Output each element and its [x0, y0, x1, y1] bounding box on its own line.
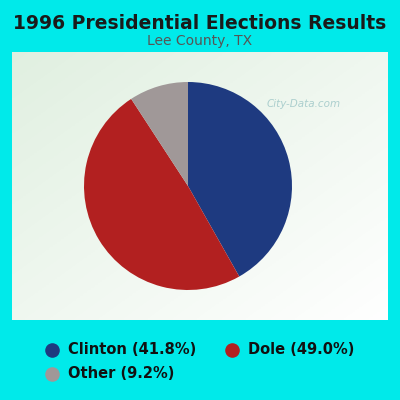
Wedge shape — [188, 82, 292, 276]
Text: Lee County, TX: Lee County, TX — [148, 34, 252, 48]
Text: City-Data.com: City-Data.com — [267, 99, 341, 109]
Text: 1996 Presidential Elections Results: 1996 Presidential Elections Results — [13, 14, 387, 33]
Wedge shape — [131, 82, 188, 186]
Point — [49, 347, 55, 353]
Text: Clinton (41.8%): Clinton (41.8%) — [68, 342, 196, 358]
Text: Dole (49.0%): Dole (49.0%) — [248, 342, 354, 358]
Point — [229, 347, 235, 353]
Text: Other (9.2%): Other (9.2%) — [68, 366, 174, 382]
Wedge shape — [84, 99, 239, 290]
Point — [49, 371, 55, 377]
